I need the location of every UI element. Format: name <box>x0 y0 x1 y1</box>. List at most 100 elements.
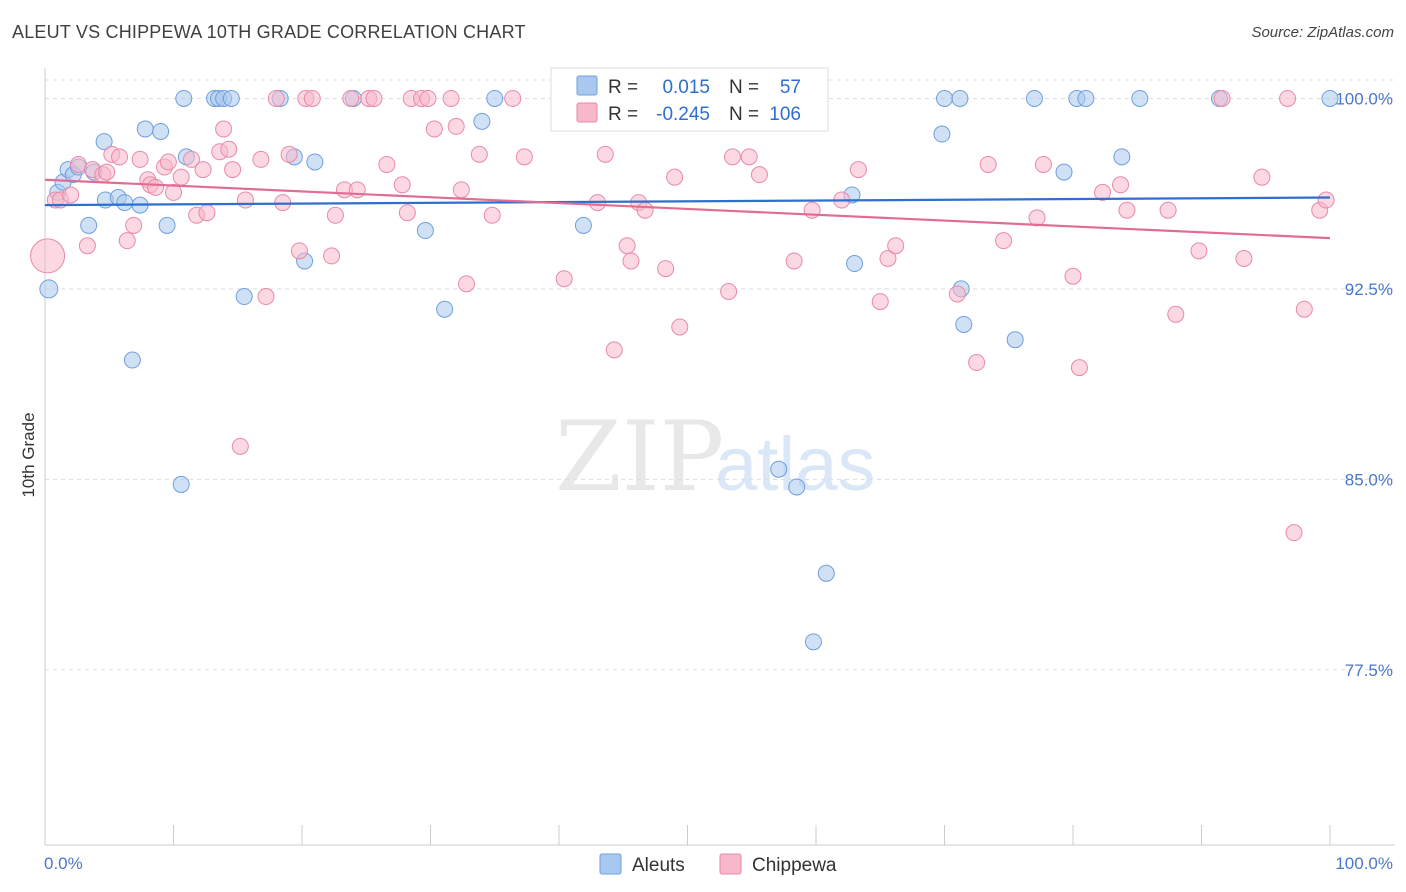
chippewa-point <box>442 89 460 107</box>
chippewa-point <box>231 437 249 455</box>
chippewa-point <box>1112 176 1130 194</box>
chippewa-point <box>1070 359 1088 377</box>
aleuts-point <box>770 460 788 478</box>
aleuts-point <box>955 315 973 333</box>
legend-r-label: R = <box>608 104 638 125</box>
chippewa-point <box>172 168 190 186</box>
y-tick-label: 100.0% <box>1335 89 1393 108</box>
y-tick-label: 77.5% <box>1345 661 1393 680</box>
chippewa-point <box>378 155 396 173</box>
chippewa-point <box>30 238 66 274</box>
aleuts-point <box>1321 89 1339 107</box>
legend-r-value: 0.015 <box>662 77 710 98</box>
chippewa-point <box>98 163 116 181</box>
aleuts-point <box>1131 89 1149 107</box>
chippewa-point <box>425 120 443 138</box>
chippewa-point <box>1317 191 1335 209</box>
chippewa-point <box>78 237 96 255</box>
chart-title: ALEUT VS CHIPPEWA 10TH GRADE CORRELATION… <box>12 22 526 42</box>
grid-lines <box>45 79 1395 671</box>
chippewa-point <box>457 275 475 293</box>
chippewa-point <box>622 252 640 270</box>
aleuts-point <box>486 89 504 107</box>
x-tick-label: 0.0% <box>44 854 83 873</box>
chippewa-point <box>348 181 366 199</box>
bottom-legend: Aleuts Chippewa <box>599 853 837 876</box>
y-axis-label: 10th Grade <box>19 412 38 497</box>
aleuts-point <box>1025 89 1043 107</box>
aleuts-point <box>817 564 835 582</box>
aleuts-point <box>175 89 193 107</box>
axes <box>44 68 1395 846</box>
aleuts-point <box>235 288 253 306</box>
chippewa-point <box>555 270 573 288</box>
chippewa-point <box>342 89 360 107</box>
chippewa-point <box>323 247 341 265</box>
legend-r-label: R = <box>608 77 638 98</box>
aleuts-point <box>1006 331 1024 349</box>
aleuts-point <box>95 133 113 151</box>
chippewa-point <box>303 89 321 107</box>
chippewa-point <box>159 153 177 171</box>
chippewa-point <box>750 166 768 184</box>
chippewa-point <box>995 232 1013 250</box>
chippewa-point <box>879 249 897 267</box>
aleuts-point <box>222 89 240 107</box>
aleuts-point <box>574 216 592 234</box>
chippewa-point <box>740 148 758 166</box>
chippewa-trend-line <box>44 178 1331 240</box>
bottom-legend-label-aleuts: Aleuts <box>632 855 685 876</box>
x-tick-label: 100.0% <box>1335 854 1393 873</box>
chippewa-point <box>979 155 997 173</box>
legend-swatch-aleuts <box>576 75 598 96</box>
aleuts-point <box>436 300 454 318</box>
aleuts-point <box>158 216 176 234</box>
aleuts-point <box>788 478 806 496</box>
chippewa-point <box>398 204 416 222</box>
chippewa-point <box>267 89 285 107</box>
chippewa-point <box>948 285 966 303</box>
legend-n-label: N = <box>729 77 759 98</box>
chippewa-point <box>483 206 501 224</box>
chippewa-point <box>419 89 437 107</box>
chippewa-point <box>224 161 242 179</box>
aleuts-point <box>936 89 953 107</box>
aleuts-point <box>1113 148 1131 166</box>
chippewa-point <box>785 252 803 270</box>
chippewa-point <box>1213 89 1231 107</box>
legend-n-value: 57 <box>780 77 801 98</box>
chippewa-point <box>605 341 623 359</box>
legend-n-value: 106 <box>769 104 801 125</box>
chippewa-point <box>236 191 254 209</box>
data-points <box>30 89 1339 651</box>
chippewa-point <box>504 89 522 107</box>
bottom-legend-swatch-chippewa <box>719 853 742 875</box>
chippewa-point <box>1167 305 1185 323</box>
aleuts-point <box>1077 89 1095 107</box>
chippewa-point <box>257 288 275 306</box>
chippewa-point <box>1295 300 1313 318</box>
chippewa-point <box>596 145 614 163</box>
chippewa-point <box>657 260 675 278</box>
chippewa-point <box>887 237 905 255</box>
legend-n-label: N = <box>729 104 759 125</box>
chippewa-point <box>1094 183 1112 201</box>
chippewa-point <box>1118 201 1136 219</box>
chippewa-point <box>968 354 986 372</box>
legend-swatch-chippewa <box>576 102 598 123</box>
legend-box: R = 0.015 N = 57 R = -0.245 N = 106 <box>550 67 829 132</box>
y-tick-label: 92.5% <box>1345 280 1393 299</box>
aleuts-point <box>123 351 141 369</box>
aleuts-point <box>80 216 98 234</box>
chippewa-point <box>182 150 200 168</box>
chippewa-point <box>165 183 182 201</box>
chippewa-point <box>1028 209 1046 227</box>
chippewa-point <box>1034 155 1052 173</box>
aleuts-point <box>172 475 190 493</box>
chippewa-point <box>636 201 654 219</box>
trend-lines <box>44 178 1331 240</box>
chippewa-point <box>671 318 689 336</box>
aleuts-point <box>39 279 59 299</box>
chippewa-point <box>198 204 216 222</box>
chippewa-point <box>1159 201 1177 219</box>
